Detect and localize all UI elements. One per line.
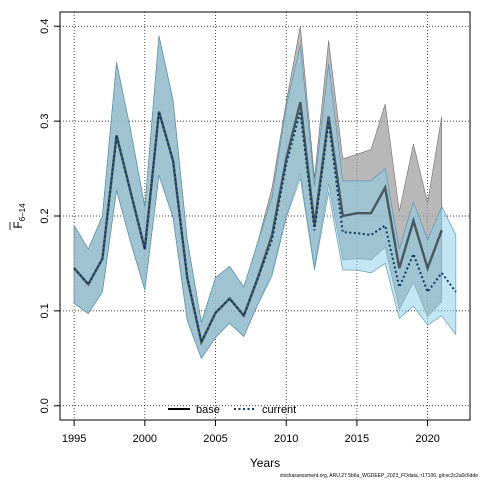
x-tick-label: 2020 <box>415 433 439 445</box>
confidence-bands <box>73 26 457 359</box>
x-tick-label: 2000 <box>133 433 157 445</box>
y-tick-label: 0.3 <box>39 113 51 128</box>
y-axis-label-subscript: 6–14 <box>18 203 27 221</box>
legend-label-base: base <box>196 404 220 416</box>
legend-item-current: current <box>234 404 296 416</box>
x-axis: 1995 2000 2005 2010 2015 2020 <box>62 420 440 445</box>
y-tick-label: 0.0 <box>39 398 51 413</box>
y-tick-label: 0.1 <box>39 303 51 318</box>
y-tick-label: 0.4 <box>39 19 51 34</box>
x-tick-label: 2005 <box>203 433 227 445</box>
y-axis-label: F6–14 <box>9 203 27 230</box>
x-tick-label: 1995 <box>62 433 86 445</box>
series-lines <box>73 101 457 346</box>
x-tick-label: 2015 <box>345 433 369 445</box>
y-axis-label-main: F <box>11 221 25 228</box>
y-tick-label: 0.2 <box>39 208 51 223</box>
legend-label-current: current <box>262 404 296 416</box>
band-current <box>73 35 457 359</box>
x-tick-label: 2010 <box>274 433 298 445</box>
footnote: stockassessment.org, ARU.27.5b6a_WGDEEP_… <box>280 473 478 479</box>
y-axis-label-text: F6–14 <box>11 203 27 229</box>
y-axis: 0.0 0.1 0.2 0.3 0.4 <box>39 19 60 413</box>
x-axis-label: Years <box>250 456 280 470</box>
legend: base current <box>168 404 296 416</box>
line-current <box>73 111 457 346</box>
legend-item-base: base <box>168 404 220 416</box>
